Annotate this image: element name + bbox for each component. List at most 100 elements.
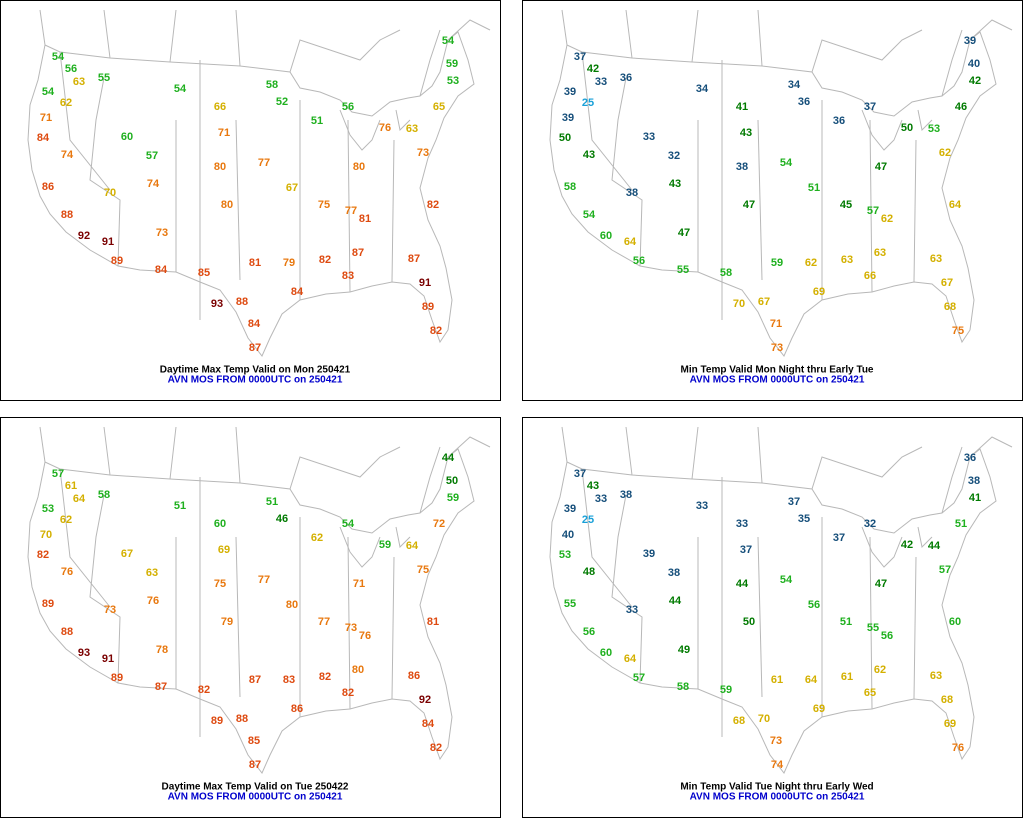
station-value: 68: [944, 301, 956, 313]
station-value: 89: [422, 301, 434, 313]
station-value: 87: [249, 674, 261, 686]
station-value: 87: [408, 253, 420, 265]
station-value: 39: [564, 86, 576, 98]
station-value: 54: [42, 86, 55, 98]
station-value: 57: [939, 564, 951, 576]
station-value: 83: [283, 674, 295, 686]
station-value: 82: [430, 325, 442, 337]
station-value: 50: [901, 122, 913, 134]
station-value: 43: [740, 127, 752, 139]
station-value: 67: [941, 277, 953, 289]
station-value: 59: [446, 58, 458, 70]
station-value: 75: [318, 199, 330, 211]
station-value: 73: [417, 147, 429, 159]
station-value: 33: [626, 604, 638, 616]
station-value: 84: [422, 718, 435, 730]
station-value: 88: [236, 296, 248, 308]
station-value: 84: [155, 264, 168, 276]
station-value: 80: [352, 664, 364, 676]
station-value: 66: [864, 270, 876, 282]
station-value: 44: [442, 452, 455, 464]
station-value: 32: [668, 150, 680, 162]
station-value: 56: [881, 630, 893, 642]
station-value: 88: [236, 713, 248, 725]
station-value: 76: [359, 630, 371, 642]
station-value: 61: [771, 674, 783, 686]
station-value: 38: [736, 161, 748, 173]
station-value: 56: [808, 599, 820, 611]
station-value: 25: [582, 514, 594, 526]
station-value: 73: [771, 342, 783, 354]
station-value: 34: [788, 79, 801, 91]
station-value: 82: [342, 687, 354, 699]
station-value: 45: [840, 199, 852, 211]
station-value: 89: [111, 255, 123, 267]
station-value: 85: [248, 735, 260, 747]
station-value: 58: [98, 489, 110, 501]
station-value: 57: [146, 150, 158, 162]
station-value: 74: [61, 149, 74, 161]
station-value: 70: [40, 529, 52, 541]
station-value: 39: [562, 112, 574, 124]
station-value: 51: [174, 500, 186, 512]
station-value: 53: [559, 549, 571, 561]
station-value: 67: [758, 296, 770, 308]
station-value: 42: [587, 63, 599, 75]
station-value: 59: [720, 684, 732, 696]
station-value: 63: [930, 253, 942, 265]
station-value: 76: [379, 122, 391, 134]
station-value: 71: [218, 127, 230, 139]
station-value: 56: [583, 626, 595, 638]
station-value: 63: [930, 670, 942, 682]
station-value: 77: [345, 205, 357, 217]
station-value: 71: [40, 112, 52, 124]
station-value: 51: [808, 182, 820, 194]
station-value: 81: [359, 213, 371, 225]
station-value: 64: [805, 674, 818, 686]
station-value: 59: [771, 257, 783, 269]
station-value: 55: [98, 72, 110, 84]
station-value: 64: [73, 493, 86, 505]
station-value: 56: [633, 255, 645, 267]
station-value: 46: [955, 101, 967, 113]
station-value: 71: [770, 318, 782, 330]
station-value: 91: [102, 653, 114, 665]
station-value: 50: [559, 132, 571, 144]
station-value: 78: [156, 644, 168, 656]
station-value: 82: [427, 199, 439, 211]
station-value: 60: [121, 131, 133, 143]
station-value: 54: [780, 574, 793, 586]
station-value: 50: [446, 475, 458, 487]
station-value: 67: [121, 548, 133, 560]
station-value: 40: [562, 529, 574, 541]
station-value: 61: [841, 671, 853, 683]
station-value: 63: [73, 76, 85, 88]
station-value: 33: [595, 493, 607, 505]
station-value: 44: [928, 540, 941, 552]
station-value: 84: [37, 132, 50, 144]
station-value: 82: [430, 742, 442, 754]
station-value: 42: [901, 539, 913, 551]
station-value: 37: [833, 532, 845, 544]
station-value: 87: [249, 759, 261, 771]
station-value: 86: [42, 181, 54, 193]
station-value: 73: [104, 604, 116, 616]
station-value: 79: [283, 257, 295, 269]
station-value: 32: [864, 518, 876, 530]
station-value: 60: [214, 518, 226, 530]
station-value: 93: [78, 647, 90, 659]
station-value: 38: [626, 187, 638, 199]
panel-frame: [0, 417, 501, 818]
station-value: 76: [61, 566, 73, 578]
station-value: 64: [624, 653, 637, 665]
station-value: 55: [867, 622, 879, 634]
station-value: 62: [805, 257, 817, 269]
station-value: 36: [964, 452, 976, 464]
station-value: 64: [949, 199, 962, 211]
station-value: 84: [291, 286, 304, 298]
station-value: 62: [60, 514, 72, 526]
station-value: 47: [875, 161, 887, 173]
